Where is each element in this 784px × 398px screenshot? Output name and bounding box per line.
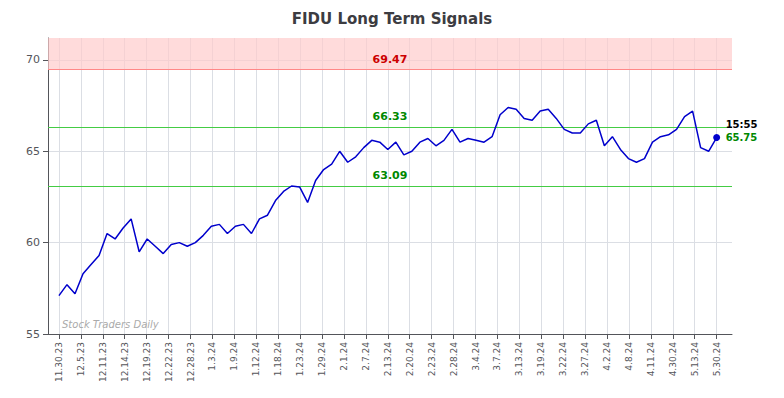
svg-text:2.28.24: 2.28.24 <box>449 342 459 377</box>
svg-text:3.27.24: 3.27.24 <box>580 342 590 377</box>
svg-text:5.13.24: 5.13.24 <box>690 342 700 377</box>
svg-text:4.30.24: 4.30.24 <box>668 342 678 377</box>
svg-text:1.3.24: 1.3.24 <box>207 342 217 371</box>
svg-text:3.7.24: 3.7.24 <box>492 342 502 371</box>
svg-text:5.30.24: 5.30.24 <box>712 342 722 377</box>
svg-text:12.28.23: 12.28.23 <box>186 342 196 382</box>
svg-text:3.19.24: 3.19.24 <box>536 342 546 377</box>
svg-text:12.19.23: 12.19.23 <box>142 342 152 382</box>
svg-text:12.11.23: 12.11.23 <box>98 342 108 382</box>
svg-text:15:55: 15:55 <box>726 119 758 130</box>
svg-text:2.1.24: 2.1.24 <box>339 342 349 371</box>
svg-text:FIDU Long Term Signals: FIDU Long Term Signals <box>292 10 492 28</box>
svg-text:69.47: 69.47 <box>373 53 408 66</box>
svg-text:3.22.24: 3.22.24 <box>558 342 568 377</box>
svg-text:2.23.24: 2.23.24 <box>427 342 437 377</box>
svg-text:Stock Traders Daily: Stock Traders Daily <box>62 319 160 330</box>
svg-text:70: 70 <box>26 53 40 66</box>
svg-text:1.9.24: 1.9.24 <box>229 342 239 371</box>
svg-text:3.4.24: 3.4.24 <box>471 342 481 371</box>
svg-text:4.8.24: 4.8.24 <box>624 342 634 371</box>
svg-text:1.23.24: 1.23.24 <box>295 342 305 377</box>
svg-text:12.5.23: 12.5.23 <box>76 342 86 376</box>
svg-text:1.18.24: 1.18.24 <box>273 342 283 377</box>
svg-text:4.2.24: 4.2.24 <box>602 342 612 371</box>
svg-text:66.33: 66.33 <box>373 110 408 123</box>
svg-text:12.22.23: 12.22.23 <box>164 342 174 382</box>
svg-text:55: 55 <box>26 328 40 341</box>
svg-text:2.13.24: 2.13.24 <box>383 342 393 377</box>
svg-text:11.30.23: 11.30.23 <box>54 342 64 382</box>
svg-text:2.7.24: 2.7.24 <box>361 342 371 371</box>
svg-text:65.75: 65.75 <box>726 132 758 143</box>
svg-text:12.14.23: 12.14.23 <box>120 342 130 382</box>
svg-text:60: 60 <box>26 236 40 249</box>
svg-text:1.12.24: 1.12.24 <box>251 342 261 377</box>
svg-text:65: 65 <box>26 145 40 158</box>
svg-text:63.09: 63.09 <box>373 169 408 182</box>
svg-text:3.13.24: 3.13.24 <box>514 342 524 377</box>
svg-text:2.20.24: 2.20.24 <box>405 342 415 377</box>
svg-text:1.29.24: 1.29.24 <box>317 342 327 377</box>
svg-text:4.11.24: 4.11.24 <box>646 342 656 377</box>
